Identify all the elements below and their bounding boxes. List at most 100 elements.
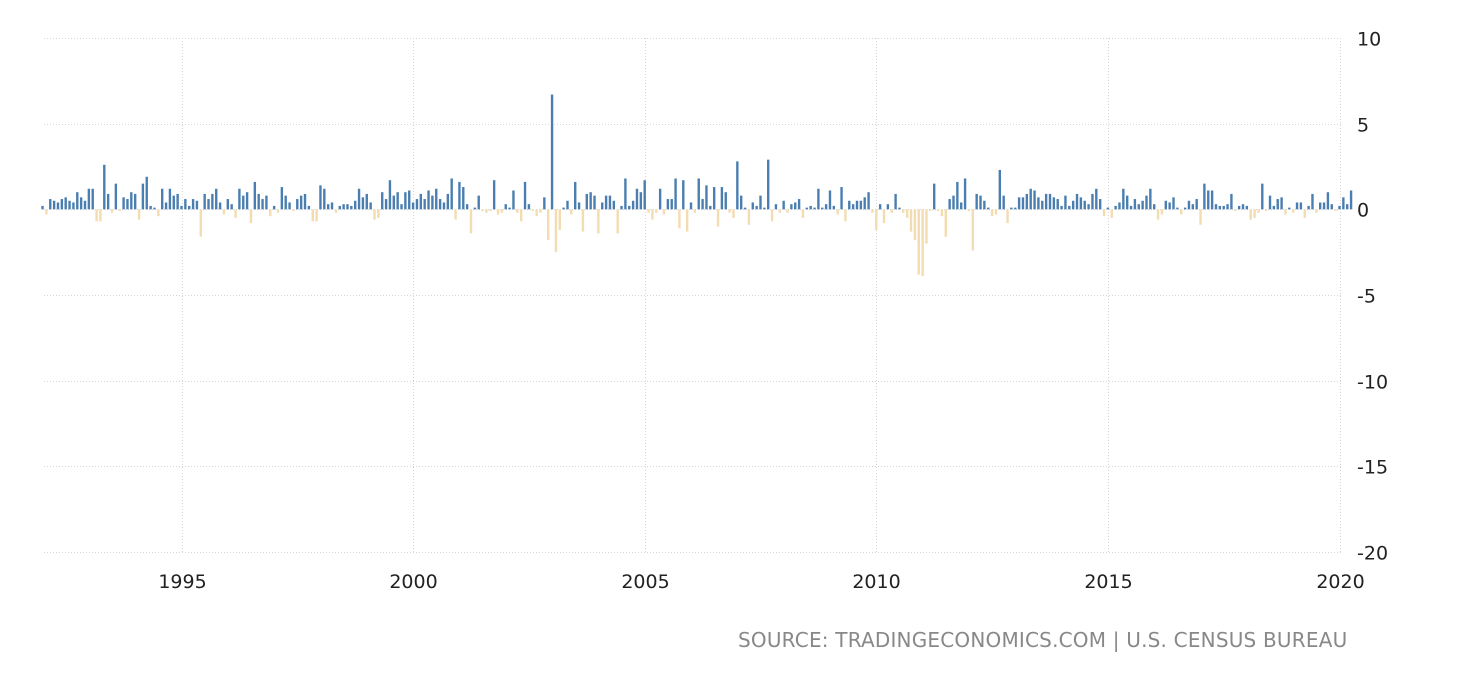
- bar: [1002, 195, 1005, 210]
- bar: [604, 195, 608, 210]
- bar: [222, 209, 226, 215]
- bar: [1218, 205, 1222, 210]
- bar: [153, 207, 156, 210]
- bar: [647, 209, 650, 213]
- bar: [1203, 183, 1206, 210]
- bar: [828, 190, 832, 210]
- bar: [685, 209, 689, 232]
- bar: [705, 185, 708, 210]
- bar: [161, 188, 164, 210]
- bar: [1195, 199, 1198, 210]
- bar: [1014, 207, 1017, 210]
- bar: [1207, 190, 1210, 210]
- x-tick-label: 2000: [389, 571, 437, 593]
- bar: [562, 207, 565, 210]
- y-tick-label: 5: [1357, 115, 1369, 137]
- bar: [1334, 209, 1337, 212]
- bar: [558, 209, 561, 230]
- bar: [1133, 199, 1137, 210]
- bar: [724, 192, 727, 210]
- bar: [168, 188, 172, 210]
- bar: [917, 209, 920, 275]
- bar: [1191, 204, 1195, 210]
- bar: [454, 209, 457, 220]
- bar: [832, 205, 836, 210]
- bar: [612, 200, 616, 210]
- bar: [469, 209, 473, 234]
- bar: [435, 188, 438, 210]
- bar: [767, 159, 770, 210]
- bar: [1214, 204, 1218, 210]
- bar: [489, 209, 492, 212]
- bar: [759, 195, 762, 210]
- bar: [797, 199, 801, 210]
- bar: [512, 190, 515, 210]
- bar: [1230, 193, 1233, 210]
- bar: [1338, 205, 1341, 210]
- bar: [245, 192, 249, 210]
- bar: [110, 209, 114, 213]
- y-tick-label: -20: [1357, 543, 1388, 565]
- bar: [342, 204, 345, 210]
- bar: [1033, 190, 1036, 210]
- bar: [284, 195, 287, 210]
- bar: [1291, 209, 1295, 213]
- bar: [716, 209, 720, 227]
- bar: [909, 209, 913, 232]
- x-axis-ticks: 1995 2000 2005 2010 2015 2020: [158, 571, 1364, 593]
- bar: [620, 205, 623, 210]
- bar: [662, 209, 666, 215]
- bar: [346, 204, 349, 210]
- bar: [736, 161, 739, 210]
- bar: [519, 209, 523, 222]
- bar: [234, 209, 237, 218]
- bar: [1183, 207, 1187, 210]
- bar: [643, 180, 646, 210]
- bar: [1264, 209, 1268, 212]
- bar: [60, 199, 64, 210]
- bar: [83, 200, 87, 210]
- bar: [747, 209, 751, 225]
- bar: [188, 205, 191, 210]
- bar: [195, 200, 199, 210]
- bar: [774, 204, 778, 210]
- bar: [516, 209, 519, 213]
- y-tick-label: -5: [1357, 286, 1376, 308]
- bar: [1010, 207, 1013, 210]
- bar: [778, 209, 781, 213]
- bar: [218, 202, 222, 210]
- x-tick-label: 2010: [852, 571, 900, 593]
- bar: [863, 197, 866, 210]
- bar: [755, 205, 758, 210]
- bar: [720, 187, 724, 210]
- bar: [326, 204, 330, 210]
- bar: [87, 188, 91, 210]
- bar: [570, 209, 573, 215]
- bar: [1253, 209, 1256, 218]
- bar: [851, 204, 855, 210]
- bar: [157, 209, 160, 217]
- bar: [1095, 188, 1098, 210]
- bar: [682, 180, 685, 210]
- bar: [844, 209, 847, 222]
- bar: [1102, 209, 1106, 217]
- bar: [249, 209, 253, 224]
- bar: [1025, 193, 1029, 210]
- bar: [79, 197, 83, 210]
- bar: [411, 202, 415, 210]
- bar: [323, 188, 326, 210]
- bar: [1210, 190, 1214, 210]
- bar: [1349, 190, 1353, 210]
- bar: [64, 197, 67, 210]
- bar: [635, 188, 639, 210]
- bar: [1145, 195, 1148, 210]
- bar: [890, 209, 893, 213]
- bar: [616, 209, 619, 234]
- bar: [95, 209, 98, 222]
- bar: [666, 199, 670, 210]
- bar: [354, 200, 357, 210]
- bar: [732, 209, 735, 218]
- bar: [1234, 209, 1237, 212]
- bar: [485, 209, 488, 213]
- bar: [1156, 209, 1160, 220]
